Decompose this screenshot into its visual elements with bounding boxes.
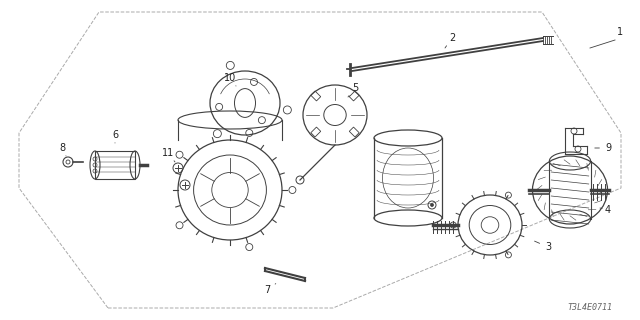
Text: 5: 5	[348, 83, 358, 97]
Bar	[311, 127, 321, 137]
Text: 3: 3	[534, 241, 551, 252]
Circle shape	[431, 204, 433, 206]
Text: T3L4E0711: T3L4E0711	[568, 303, 612, 313]
Bar	[349, 91, 359, 101]
Bar	[349, 127, 359, 137]
Text: 9: 9	[595, 143, 611, 153]
Text: 7: 7	[264, 284, 276, 295]
Bar	[311, 91, 321, 101]
Text: 2: 2	[445, 33, 455, 48]
Text: 10: 10	[224, 73, 236, 86]
Text: 8: 8	[59, 143, 66, 156]
Text: 4: 4	[600, 205, 611, 215]
Text: 6: 6	[112, 130, 118, 143]
Text: 11: 11	[162, 148, 175, 162]
Text: 1: 1	[617, 27, 623, 37]
